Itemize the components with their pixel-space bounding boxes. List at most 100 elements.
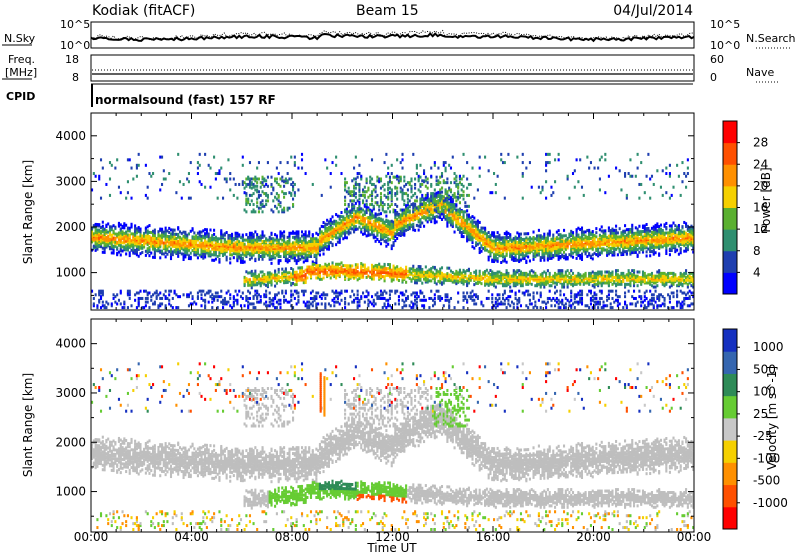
scatter-cell bbox=[234, 231, 237, 235]
scatter-cell bbox=[358, 190, 361, 194]
scatter-cell bbox=[448, 277, 451, 281]
scatter-cell bbox=[458, 177, 461, 181]
scatter-cell bbox=[153, 231, 156, 235]
scatter-cell bbox=[491, 306, 494, 310]
scatter-cell bbox=[344, 289, 347, 293]
scatter-cell bbox=[229, 304, 232, 308]
scatter-cell bbox=[139, 238, 142, 242]
scatter-cell bbox=[356, 212, 359, 216]
scatter-cell bbox=[250, 235, 253, 239]
scatter-cell bbox=[480, 234, 483, 238]
scatter-cell bbox=[421, 197, 424, 201]
scatter-cell bbox=[126, 233, 129, 237]
scatter-cell bbox=[295, 302, 298, 306]
scatter-cell bbox=[277, 182, 280, 186]
scatter-cell bbox=[433, 188, 436, 192]
scatter-cell bbox=[448, 208, 451, 212]
scatter-cell bbox=[501, 161, 505, 165]
scatter-cell bbox=[304, 275, 307, 279]
scatter-cell bbox=[397, 268, 400, 272]
scatter-cell bbox=[134, 249, 137, 253]
scatter-cell bbox=[198, 152, 201, 156]
scatter-cell bbox=[466, 269, 469, 273]
scatter-cell bbox=[261, 255, 264, 259]
scatter-cell bbox=[261, 177, 264, 181]
scatter-cell bbox=[103, 230, 106, 234]
scatter-cell bbox=[103, 304, 106, 308]
scatter-cell bbox=[390, 172, 393, 176]
scatter-cell bbox=[288, 245, 291, 249]
scatter-cell bbox=[268, 304, 271, 308]
scatter-cell bbox=[455, 195, 458, 199]
scatter-cell bbox=[326, 270, 329, 274]
scatter-cell bbox=[351, 203, 354, 207]
scatter-cell bbox=[126, 180, 129, 184]
scatter-cell bbox=[399, 186, 402, 190]
scatter-cell bbox=[247, 175, 250, 179]
scatter-cell bbox=[354, 155, 357, 159]
scatter-cell bbox=[121, 245, 124, 249]
scatter-cell bbox=[304, 302, 307, 306]
scatter-cell bbox=[318, 270, 322, 274]
scatter-cell bbox=[302, 238, 305, 242]
scatter-cell bbox=[270, 208, 273, 212]
scatter-cell bbox=[94, 233, 97, 237]
scatter-cell bbox=[293, 231, 296, 235]
scatter-cell bbox=[265, 289, 268, 293]
scatter-cell bbox=[317, 270, 320, 274]
scatter-cell bbox=[383, 226, 386, 230]
scatter-cell bbox=[135, 166, 138, 170]
scatter-cell bbox=[101, 300, 104, 304]
scatter-cell bbox=[353, 193, 356, 197]
scatter-cell bbox=[292, 188, 295, 192]
scatter-cell bbox=[444, 293, 447, 297]
scatter-cell bbox=[164, 229, 167, 233]
scatter-cell bbox=[225, 240, 228, 244]
scatter-cell bbox=[455, 269, 458, 273]
scatter-cell bbox=[274, 293, 277, 297]
scatter-cell bbox=[423, 298, 426, 302]
scatter-cell bbox=[193, 253, 196, 257]
scatter-cell bbox=[379, 192, 383, 196]
scatter-cell bbox=[160, 227, 164, 231]
scatter-cell bbox=[354, 181, 357, 185]
scatter-cell bbox=[466, 186, 469, 190]
scatter-cell bbox=[272, 298, 275, 302]
scatter-cell bbox=[494, 247, 497, 251]
scatter-cell bbox=[270, 192, 273, 196]
scatter-cell bbox=[256, 233, 259, 237]
scatter-cell bbox=[451, 207, 454, 211]
scatter-cell bbox=[247, 197, 250, 201]
scatter-cell bbox=[353, 268, 356, 272]
scatter-cell bbox=[324, 245, 327, 249]
scatter-cell bbox=[439, 206, 442, 210]
scatter-cell bbox=[446, 298, 449, 302]
scatter-cell bbox=[315, 259, 318, 263]
scatter-cell bbox=[218, 257, 221, 261]
scatter-cell bbox=[256, 291, 259, 295]
scatter-cell bbox=[277, 255, 280, 259]
scatter-cell bbox=[444, 273, 447, 277]
scatter-cell bbox=[137, 304, 140, 308]
scatter-cell bbox=[489, 233, 492, 237]
scatter-cell bbox=[125, 196, 128, 200]
scatter-cell bbox=[433, 300, 436, 304]
scatter-cell bbox=[476, 280, 479, 284]
scatter-cell bbox=[318, 295, 322, 299]
scatter-cell bbox=[365, 216, 368, 220]
scatter-cell bbox=[344, 268, 347, 272]
scatter-cell bbox=[283, 206, 286, 210]
scatter-cell bbox=[268, 238, 271, 242]
scatter-cell bbox=[467, 182, 470, 186]
scatter-cell bbox=[279, 230, 282, 234]
scatter-cell bbox=[200, 293, 203, 297]
scatter-cell bbox=[198, 230, 201, 234]
scatter-cell bbox=[340, 227, 343, 231]
scatter-cell bbox=[250, 193, 253, 197]
scatter-cell bbox=[128, 254, 131, 258]
scatter-cell bbox=[363, 210, 366, 214]
scatter-cell bbox=[414, 192, 417, 196]
scatter-cell bbox=[236, 302, 239, 306]
scatter-cell bbox=[198, 180, 201, 184]
scatter-cell bbox=[295, 230, 298, 234]
